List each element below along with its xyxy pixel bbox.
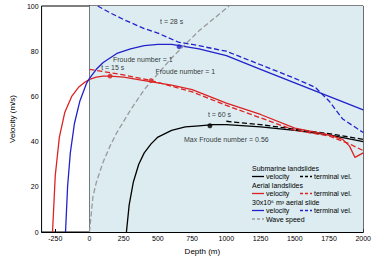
svg-text:20: 20 [31,183,39,190]
svg-text:Aerial landslides: Aerial landslides [252,182,303,189]
svg-text:Froude number = 1: Froude number = 1 [155,68,215,75]
svg-text:t = 60 s: t = 60 s [208,111,232,118]
svg-text:0: 0 [35,229,39,236]
svg-text:500: 500 [152,235,164,242]
svg-text:2000: 2000 [355,235,371,242]
svg-text:velocity: velocity [266,207,290,215]
svg-text:velocity: velocity [266,190,290,198]
svg-text:Froude number = 1: Froude number = 1 [113,56,173,63]
svg-text:100: 100 [27,3,39,10]
svg-text:60: 60 [31,93,39,100]
svg-text:velocity: velocity [266,173,290,181]
svg-text:750: 750 [186,235,198,242]
svg-text:80: 80 [31,48,39,55]
svg-text:1500: 1500 [287,235,303,242]
svg-text:t = 28 s: t = 28 s [160,18,184,25]
svg-text:0: 0 [88,235,92,242]
svg-text:t = 15 s: t = 15 s [101,64,125,71]
svg-text:Max Froude number = 0.56: Max Froude number = 0.56 [184,136,269,143]
svg-text:1750: 1750 [321,235,337,242]
svg-text:terminal vel.: terminal vel. [314,173,352,180]
svg-text:30x10⁶ m³ aerial slide: 30x10⁶ m³ aerial slide [252,199,320,206]
svg-text:Depth (m): Depth (m) [185,247,221,256]
svg-text:-250: -250 [48,235,62,242]
svg-text:Wave speed: Wave speed [266,216,305,224]
svg-text:terminal vel.: terminal vel. [314,207,352,214]
svg-text:250: 250 [118,235,130,242]
svg-text:terminal vel.: terminal vel. [314,190,352,197]
svg-text:Submarine landslides: Submarine landslides [252,165,319,172]
svg-text:1250: 1250 [253,235,269,242]
svg-text:40: 40 [31,138,39,145]
svg-text:1000: 1000 [219,235,235,242]
svg-text:Velocity (m/s): Velocity (m/s) [8,95,17,143]
